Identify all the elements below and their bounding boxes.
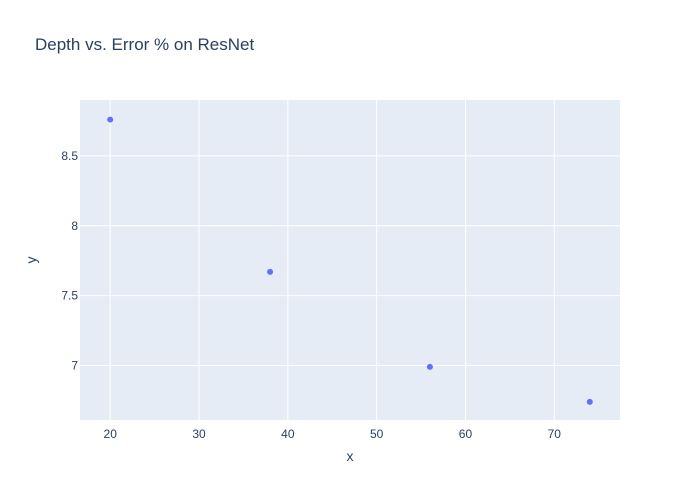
data-points xyxy=(107,116,593,405)
x-tick-label: 40 xyxy=(281,427,295,441)
grid-lines xyxy=(80,100,620,420)
x-tick-label: 50 xyxy=(370,427,384,441)
x-tick-label: 70 xyxy=(548,427,562,441)
y-axis-ticks: 7 7.5 8 8.5 xyxy=(61,149,78,373)
data-point[interactable] xyxy=(267,268,274,275)
y-tick-label: 8 xyxy=(71,219,78,233)
chart-title: Depth vs. Error % on ResNet xyxy=(35,35,254,54)
y-tick-label: 7 xyxy=(71,359,78,373)
x-axis-title: x xyxy=(347,448,354,464)
data-point[interactable] xyxy=(107,116,114,123)
plot-area xyxy=(80,100,620,420)
x-tick-label: 30 xyxy=(192,427,206,441)
x-tick-label: 20 xyxy=(104,427,118,441)
x-tick-label: 60 xyxy=(459,427,473,441)
y-axis-title: y xyxy=(23,257,39,264)
y-tick-label: 7.5 xyxy=(61,289,78,303)
data-point[interactable] xyxy=(426,363,433,370)
x-axis-ticks: 20 30 40 50 60 70 xyxy=(104,427,562,441)
y-tick-label: 8.5 xyxy=(61,149,78,163)
data-point[interactable] xyxy=(586,398,593,405)
